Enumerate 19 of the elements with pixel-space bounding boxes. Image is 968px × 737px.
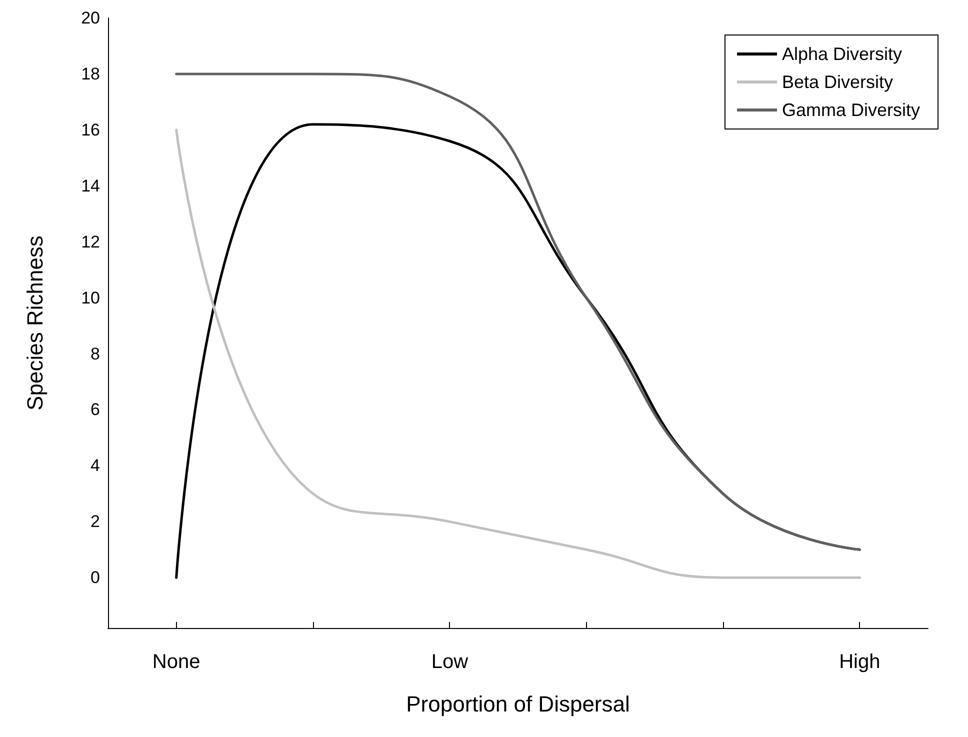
x-tick-label: None — [152, 651, 200, 673]
y-tick-label: 0 — [90, 568, 100, 588]
x-tick-label: Low — [431, 651, 469, 673]
y-tick-label: 10 — [81, 288, 100, 308]
y-tick-label: 16 — [81, 120, 100, 140]
y-tick-label: 4 — [90, 456, 100, 476]
y-tick-label: 18 — [81, 64, 100, 84]
y-tick-label: 20 — [81, 8, 100, 28]
y-tick-label: 14 — [81, 176, 100, 196]
x-tick-label: High — [839, 651, 880, 673]
y-axis-title: Species Richness — [22, 236, 48, 410]
legend-label: Gamma Diversity — [782, 100, 920, 120]
y-tick-label: 12 — [81, 232, 100, 252]
legend-label: Beta Diversity — [782, 72, 894, 92]
y-tick-label: 8 — [90, 344, 100, 364]
legend-label: Alpha Diversity — [782, 44, 902, 64]
y-tick-label: 6 — [90, 400, 100, 420]
y-tick-label: 2 — [90, 512, 100, 532]
x-axis-title: Proportion of Dispersal — [406, 692, 630, 716]
